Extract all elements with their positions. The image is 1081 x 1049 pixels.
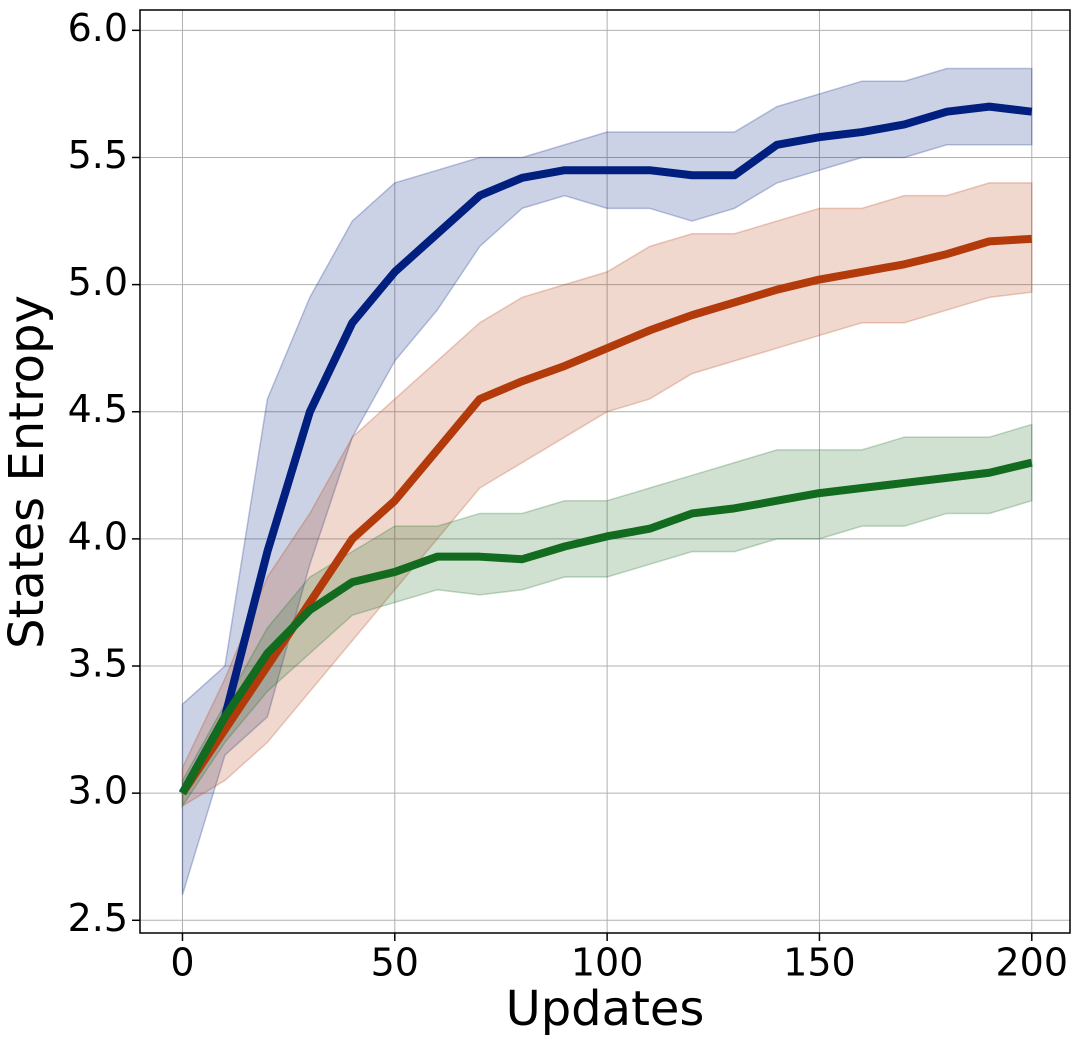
y-tick-label: 4.5 xyxy=(68,387,128,431)
confidence-band xyxy=(181,423,1033,809)
x-tick-label: 200 xyxy=(996,941,1069,985)
y-tick-label: 5.0 xyxy=(68,260,128,304)
confidence-band xyxy=(181,182,1033,808)
y-tick-label: 4.0 xyxy=(68,514,128,558)
y-tick-label: 5.5 xyxy=(68,133,128,177)
y-tick-label: 3.0 xyxy=(68,769,128,813)
x-tick-label: 0 xyxy=(170,941,194,985)
x-tick-label: 50 xyxy=(371,941,419,985)
y-tick-label: 3.5 xyxy=(68,642,128,686)
y-axis-label: States Entropy xyxy=(0,295,55,649)
plot-frame xyxy=(139,9,1071,934)
x-tick-label: 100 xyxy=(571,941,644,985)
x-tick-label: 150 xyxy=(783,941,856,985)
y-tick-label: 2.5 xyxy=(68,896,128,940)
line xyxy=(179,234,1033,796)
y-tick-label: 6.0 xyxy=(68,6,128,50)
x-axis-label: Updates xyxy=(506,981,705,1037)
line xyxy=(178,458,1033,796)
line xyxy=(178,102,1033,796)
